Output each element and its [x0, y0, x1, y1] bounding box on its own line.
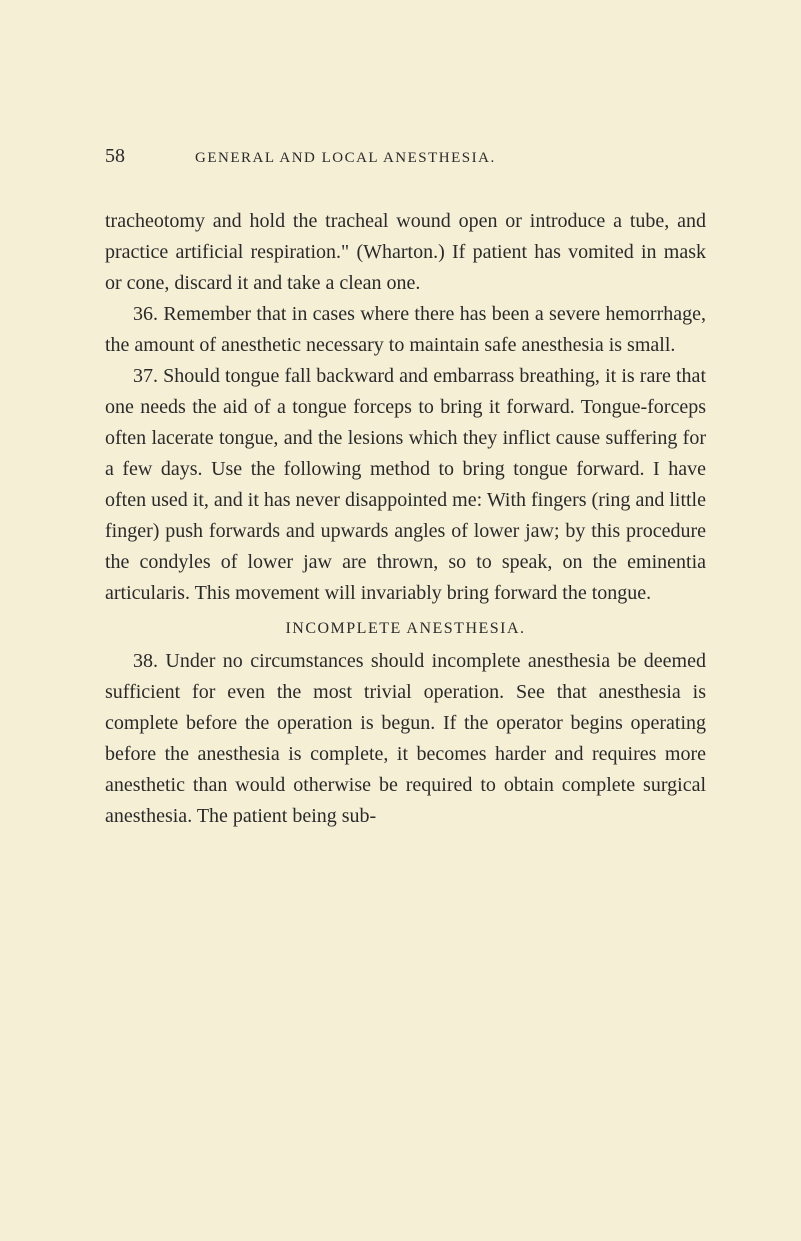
- paragraph-38: 38. Under no circumstances should incomp…: [105, 646, 706, 832]
- paragraph-36: 36. Remember that in cases where there h…: [105, 299, 706, 361]
- running-title: GENERAL AND LOCAL ANESTHESIA.: [195, 150, 496, 167]
- paragraph-continuation: tracheotomy and hold the tracheal wound …: [105, 206, 706, 299]
- page-header: 58 GENERAL AND LOCAL ANESTHESIA.: [105, 145, 706, 168]
- paragraph-37: 37. Should tongue fall backward and emba…: [105, 361, 706, 609]
- page-number: 58: [105, 145, 125, 168]
- body-text: tracheotomy and hold the tracheal wound …: [105, 206, 706, 832]
- book-page: 58 GENERAL AND LOCAL ANESTHESIA. tracheo…: [0, 0, 801, 1241]
- section-heading: INCOMPLETE ANESTHESIA.: [105, 617, 706, 642]
